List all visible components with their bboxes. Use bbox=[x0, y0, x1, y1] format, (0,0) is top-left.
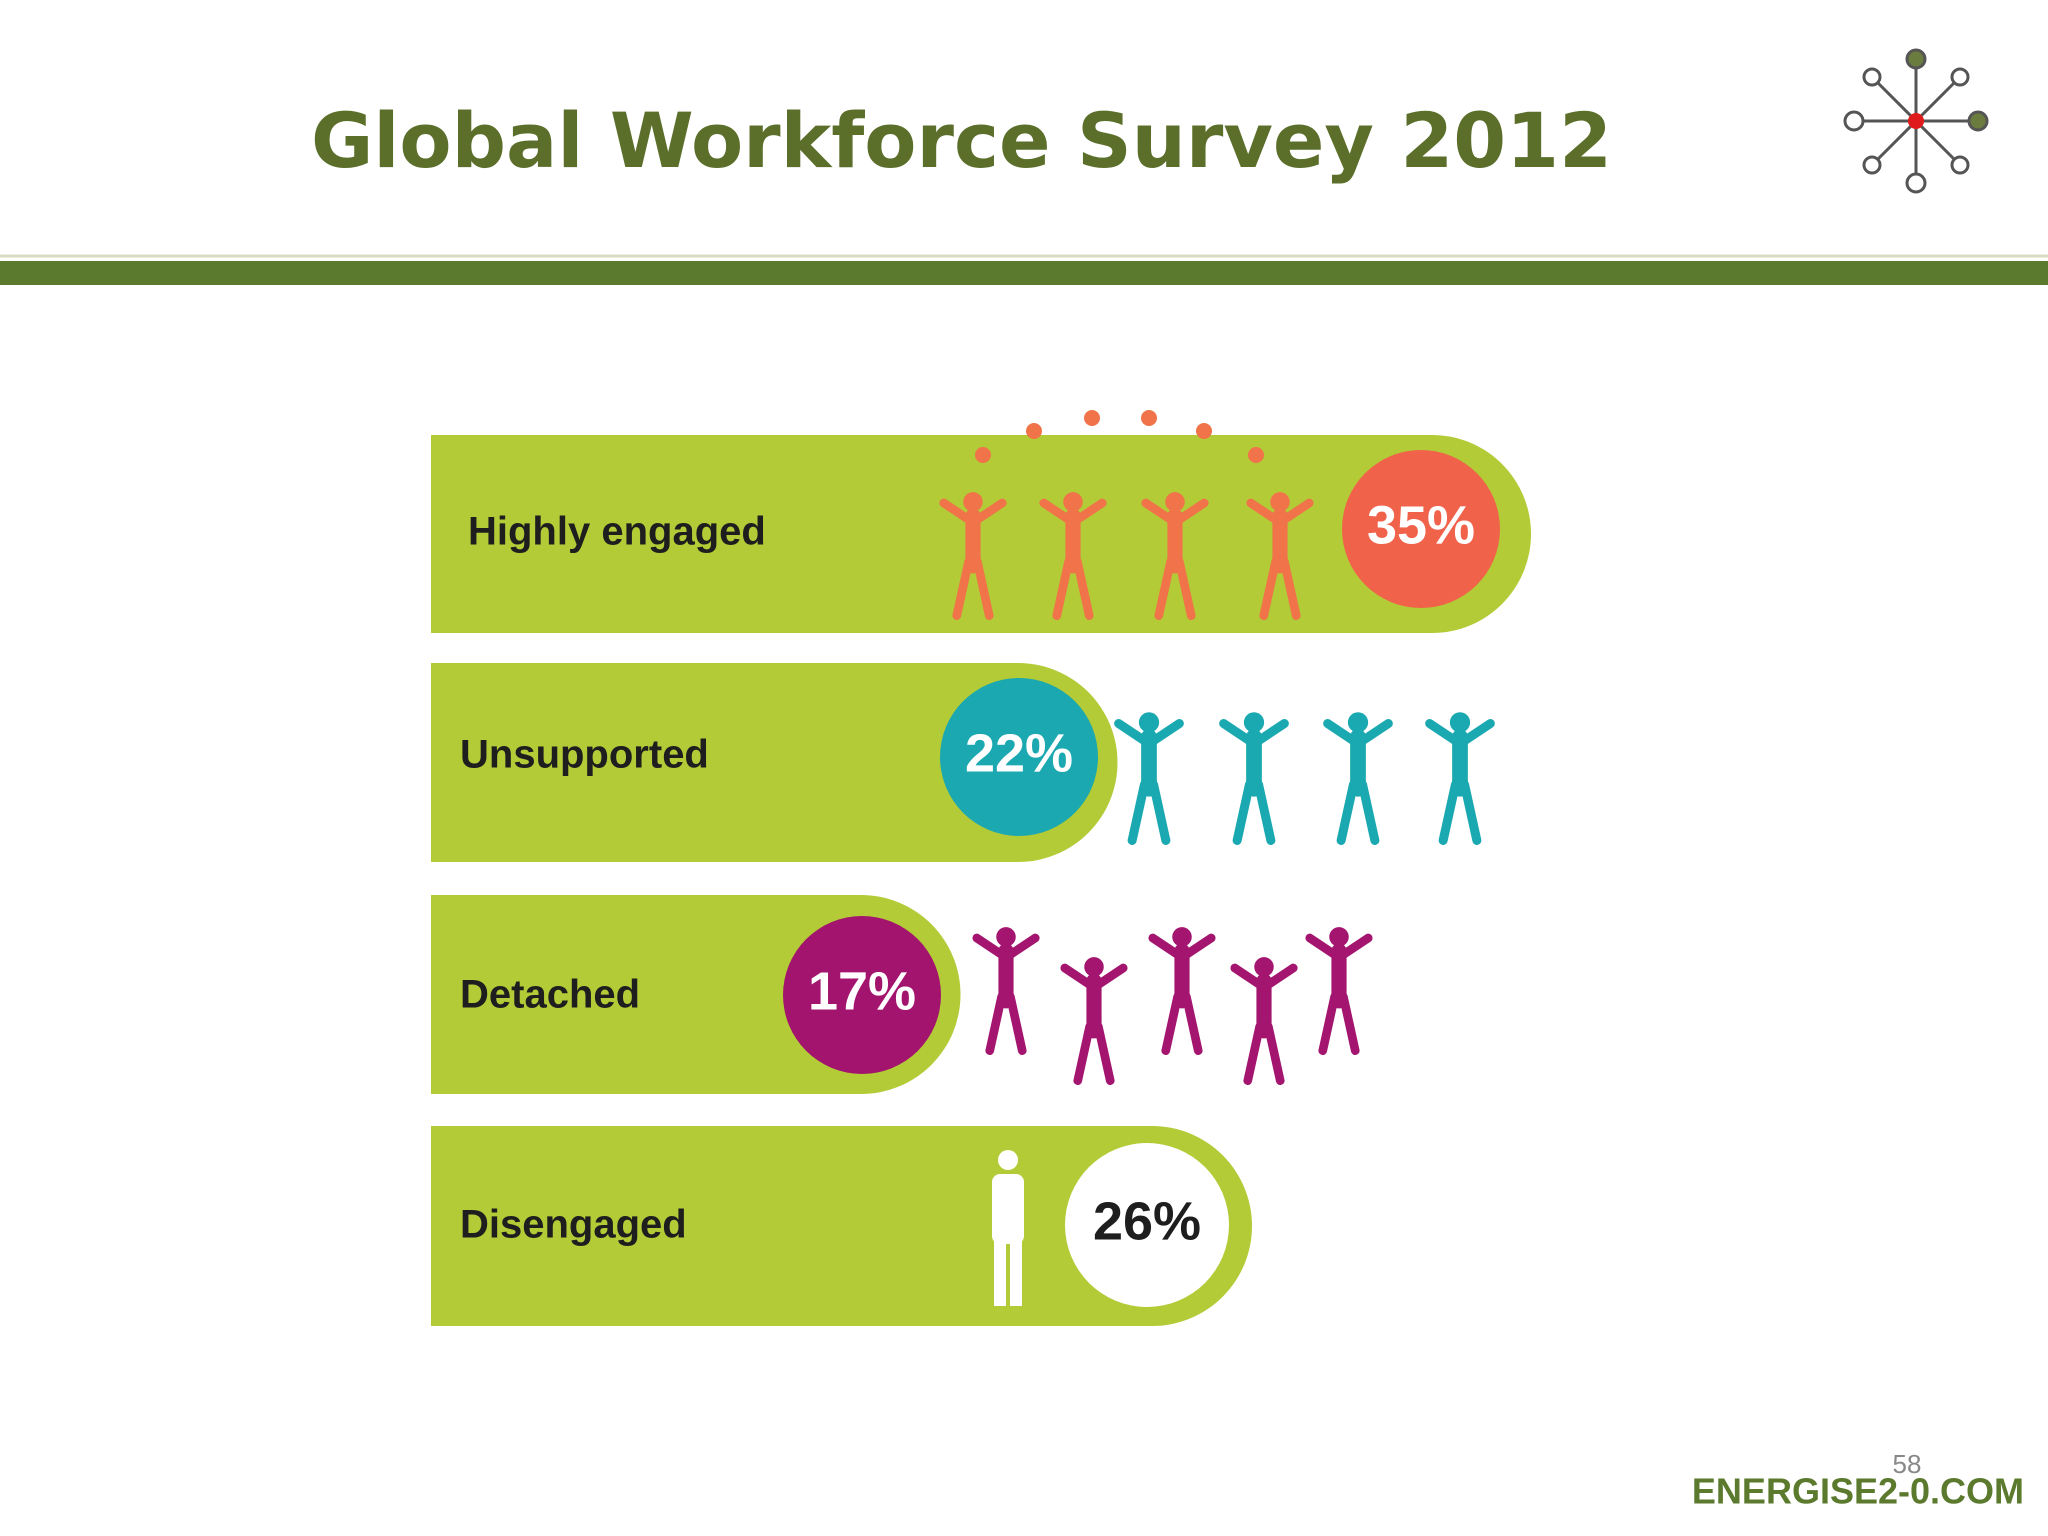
slide-title: Global Workforce Survey 2012 bbox=[311, 96, 1612, 185]
row-value: 26% bbox=[1093, 1191, 1201, 1251]
row-value: 17% bbox=[808, 961, 916, 1021]
row-label: Highly engaged bbox=[468, 510, 766, 554]
people bbox=[1119, 712, 1491, 840]
value-circle bbox=[783, 916, 941, 1074]
value-circle bbox=[940, 678, 1098, 836]
people bbox=[977, 927, 1369, 1081]
row: Detached 17% bbox=[431, 895, 1368, 1094]
row: Highly engaged 35% bbox=[431, 410, 1531, 633]
bar bbox=[431, 1126, 1252, 1326]
row-label: Disengaged bbox=[460, 1203, 687, 1247]
row: Unsupported 22% bbox=[431, 663, 1490, 862]
bar bbox=[431, 663, 1118, 862]
row-value: 35% bbox=[1367, 495, 1475, 555]
page-number: 58 bbox=[1893, 1449, 1922, 1479]
brand: ENERGISE2-0.COM bbox=[1692, 1471, 2024, 1512]
row-value: 22% bbox=[965, 723, 1073, 783]
rule bbox=[0, 261, 2048, 285]
row: Disengaged 26% bbox=[431, 1126, 1252, 1326]
logo bbox=[1843, 48, 1989, 194]
value-circle bbox=[1065, 1143, 1229, 1307]
value-circle bbox=[1342, 450, 1500, 608]
row-label: Unsupported bbox=[460, 733, 709, 777]
confetti bbox=[975, 410, 1264, 463]
row-label: Detached bbox=[460, 973, 640, 1017]
bar bbox=[431, 435, 1531, 633]
